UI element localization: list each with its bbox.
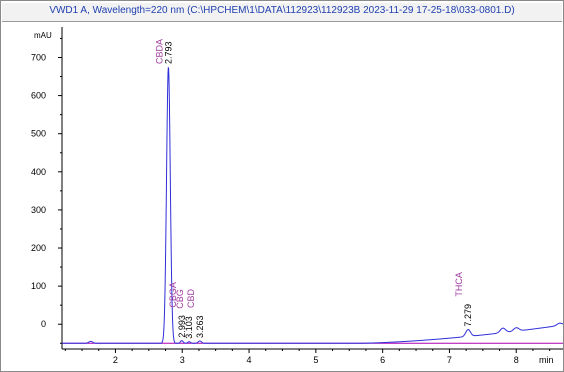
y-axis-unit-label: mAU: [34, 31, 52, 40]
x-tick-label: 3: [180, 355, 185, 365]
y-tick-label: 500: [31, 129, 46, 139]
peak-name-label: THCA: [454, 272, 464, 297]
peak-retention-time: 7.279: [463, 304, 473, 327]
peak-name-label: CBDA: [154, 39, 164, 64]
signal-title-bar: VWD1 A, Wavelength=220 nm (C:\HPCHEM\1\D…: [2, 3, 562, 22]
x-axis-unit-label: min: [539, 355, 554, 365]
x-tick-label: 4: [247, 355, 252, 365]
peak-name-label: CBGA: [168, 282, 178, 308]
y-tick-label: 300: [31, 205, 46, 215]
peak-name-label: CBD: [186, 288, 196, 308]
x-tick-label: 5: [313, 355, 318, 365]
peak-retention-time: 2.793: [163, 41, 173, 64]
y-tick-label: 600: [31, 91, 46, 101]
y-tick-label: 400: [31, 167, 46, 177]
signal-title: VWD1 A, Wavelength=220 nm (C:\HPCHEM\1\D…: [49, 5, 515, 16]
x-tick-label: 7: [447, 355, 452, 365]
signal-trace: [62, 67, 563, 344]
x-tick-label: 2: [113, 355, 118, 365]
x-tick-label: 6: [380, 355, 385, 365]
y-tick-label: 700: [31, 52, 46, 62]
peak-retention-time: 3.103: [184, 316, 194, 339]
y-tick-label: 0: [41, 319, 46, 329]
chromatogram-chart: 0 100 200 300 400 500 600 700 2 3 4 5 6 7 8 mAU min 2…: [31, 27, 563, 365]
peak-retention-time: 3.263: [195, 315, 205, 338]
peak-name-label: CBG: [175, 289, 185, 309]
y-tick-label: 100: [31, 281, 46, 291]
peak-retention-time: 2.993: [177, 315, 187, 338]
y-tick-label: 200: [31, 243, 46, 253]
x-tick-label: 8: [514, 355, 519, 365]
